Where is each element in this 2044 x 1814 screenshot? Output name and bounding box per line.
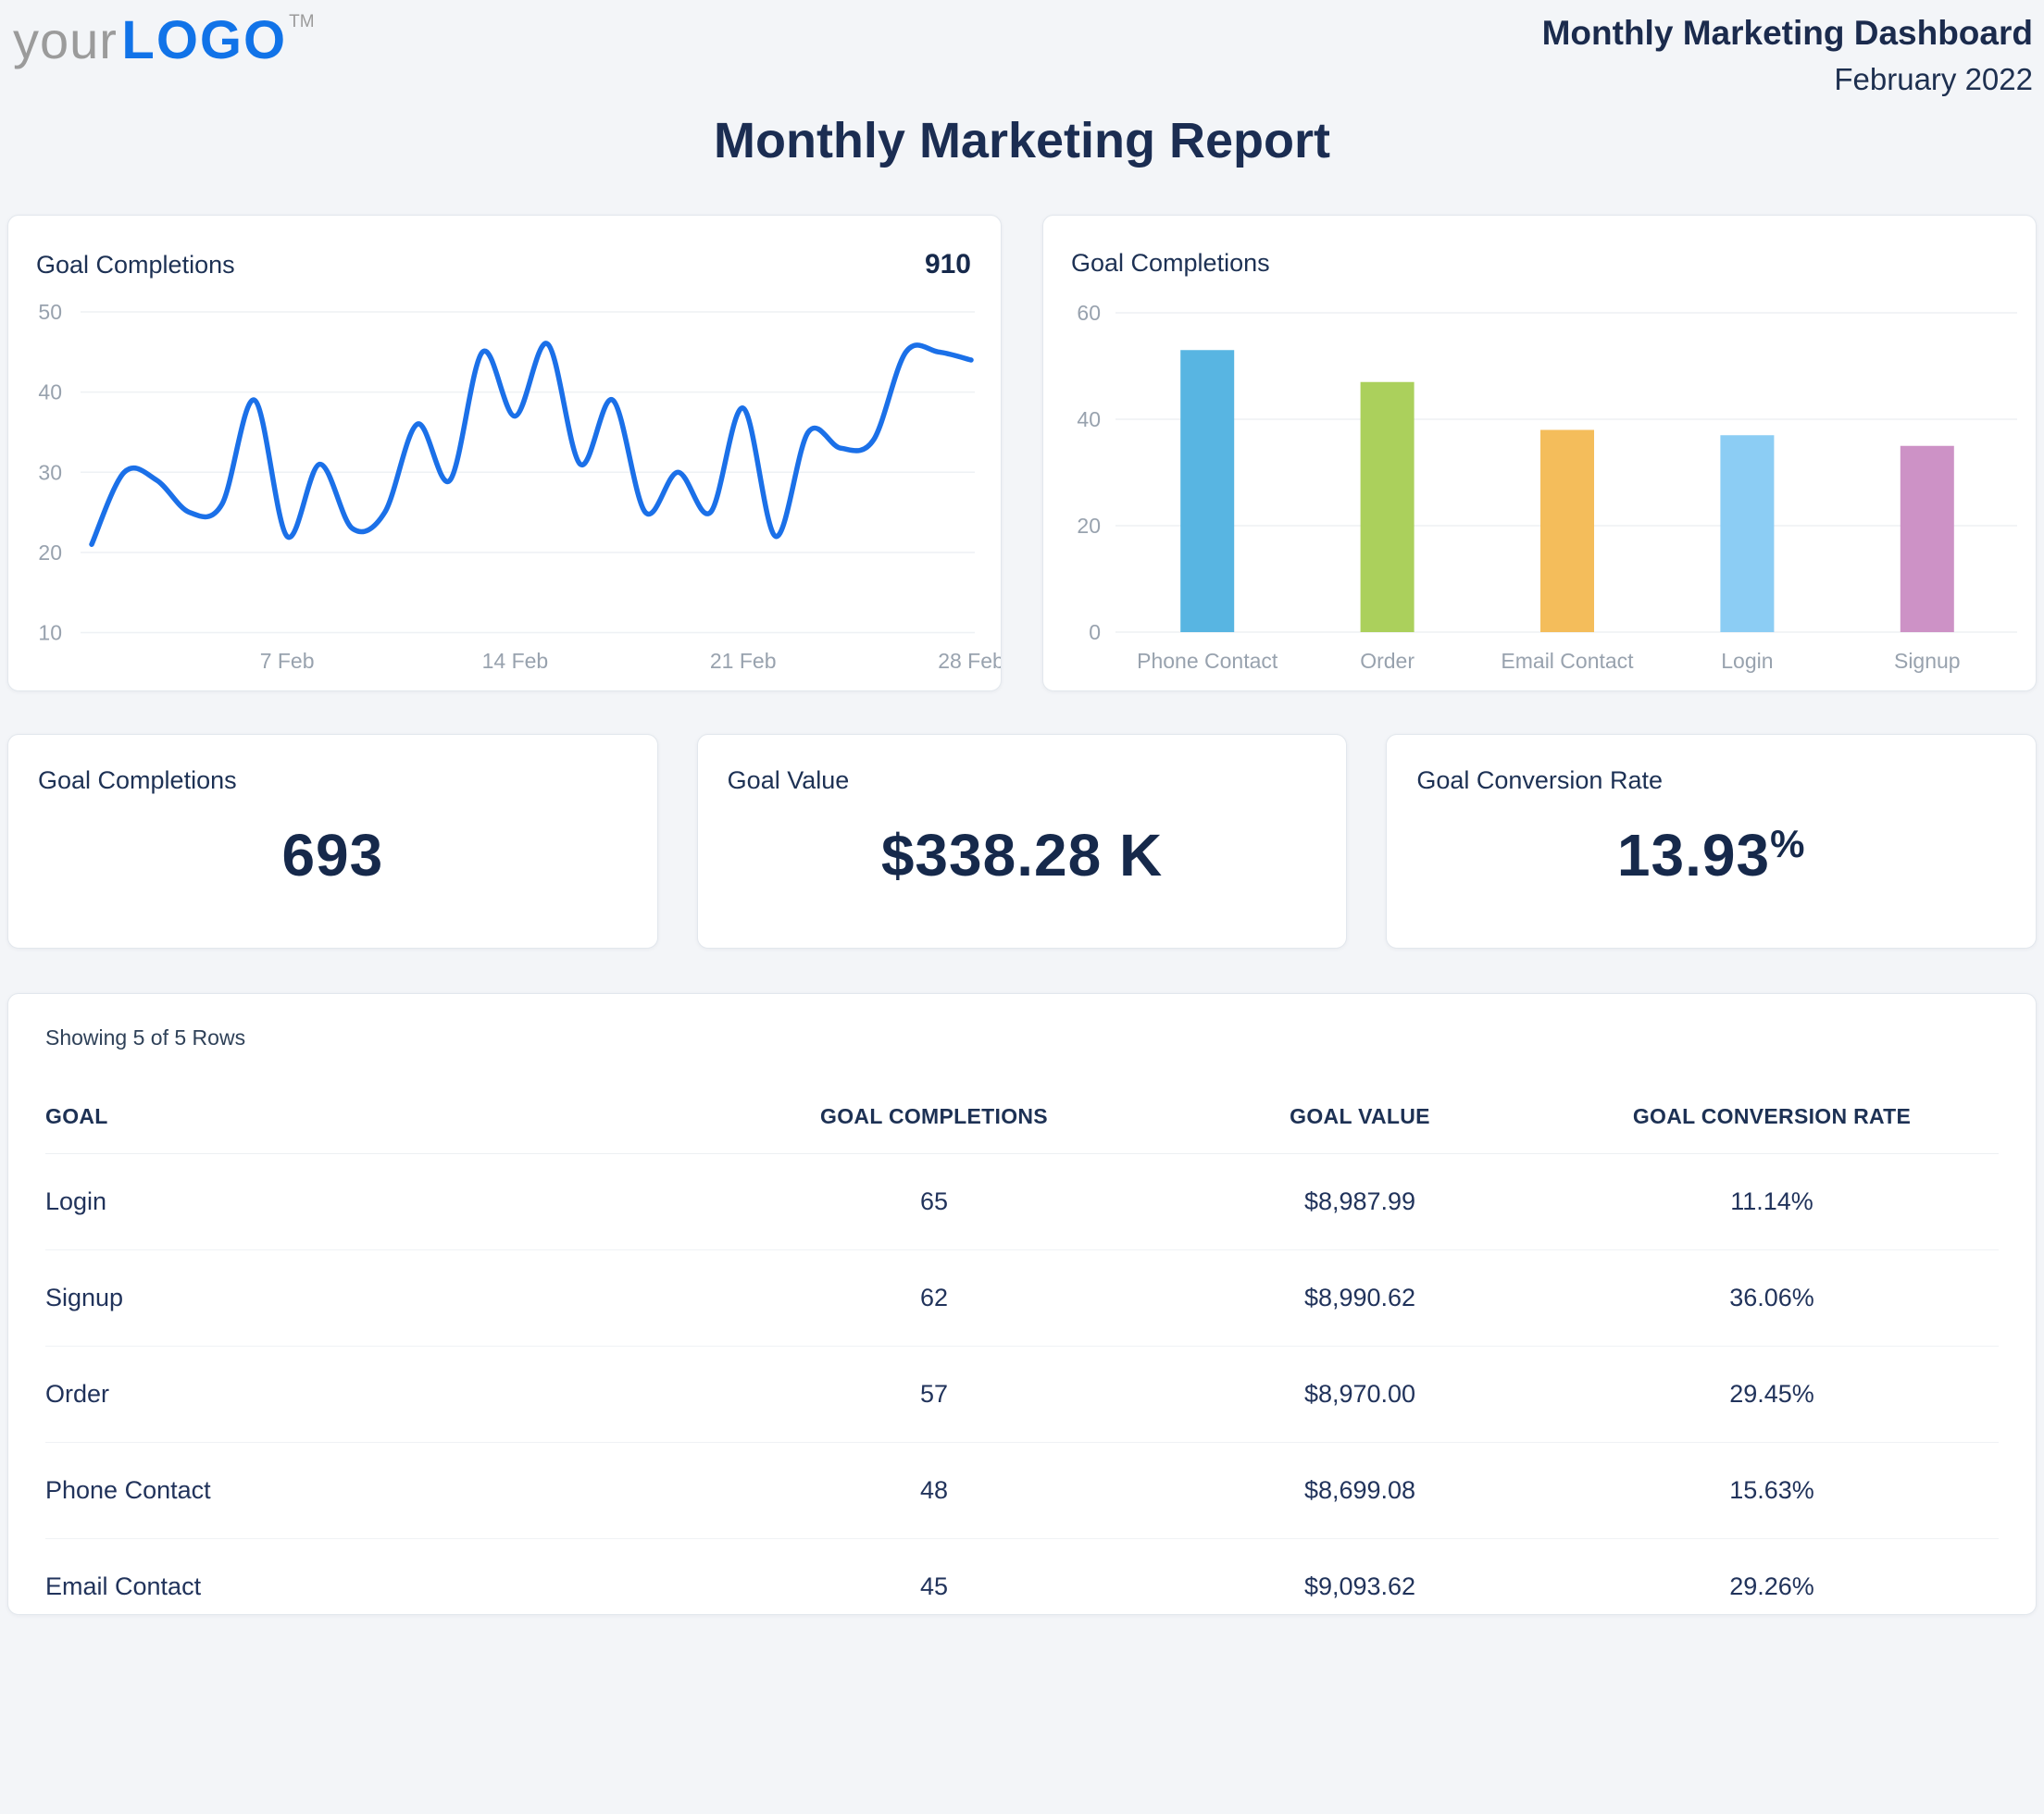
completions-cell: 48 [693, 1442, 1175, 1539]
kpi-goal-completions: Goal Completions 693 [7, 734, 658, 949]
completions-cell: 65 [693, 1153, 1175, 1250]
value-cell: $8,987.99 [1175, 1153, 1545, 1250]
bar-card-header: Goal Completions [1043, 216, 2036, 278]
table-row: Signup 62 $8,990.62 36.06% [45, 1249, 1999, 1347]
column-header-goal-conversion-rate: GOAL CONVERSION RATE [1545, 1091, 1999, 1154]
value-cell: $8,990.62 [1175, 1249, 1545, 1347]
column-header-goal-completions: GOAL COMPLETIONS [693, 1091, 1175, 1154]
table-row-count: Showing 5 of 5 Rows [45, 1025, 246, 1050]
svg-text:50: 50 [38, 300, 62, 324]
bar-chart-title: Goal Completions [1071, 249, 1270, 277]
svg-text:Signup: Signup [1894, 649, 1961, 673]
svg-text:Phone Contact: Phone Contact [1137, 649, 1278, 673]
goal-cell: Order [45, 1346, 693, 1443]
header: your LOGO TM Monthly Marketing Dashboard … [7, 0, 2037, 102]
logo-main: LOGO [121, 10, 288, 70]
conversion-cell: 36.06% [1545, 1249, 1999, 1347]
value-cell: $9,093.62 [1303, 1572, 1416, 1600]
logo-prefix: your [13, 11, 118, 69]
svg-text:Login: Login [1721, 649, 1773, 673]
dashboard-page: your LOGO TM Monthly Marketing Dashboard … [7, 0, 2038, 1615]
conversion-cell: 11.14% [1545, 1153, 1999, 1250]
logo-trademark: TM [289, 12, 315, 31]
table-header-row: GOAL GOAL COMPLETIONS GOAL VALUE GOAL CO… [45, 1091, 1999, 1154]
svg-text:20: 20 [1077, 514, 1101, 538]
header-meta: Monthly Marketing Dashboard February 202… [1542, 13, 2033, 100]
dashboard-period: February 2022 [1834, 62, 2033, 96]
kpi-label: Goal Completions [38, 766, 237, 794]
goal-cell: Phone Contact [45, 1442, 693, 1539]
svg-text:Email Contact: Email Contact [1501, 649, 1634, 673]
page-title: Monthly Marketing Report [713, 113, 1330, 168]
column-header-goal: GOAL [45, 1091, 693, 1154]
completions-cell: 45 [919, 1572, 949, 1600]
goals-table: GOAL GOAL COMPLETIONS GOAL VALUE GOAL CO… [45, 1091, 1999, 1615]
kpi-value: 693 [38, 821, 628, 889]
kpi-label: Goal Conversion Rate [1416, 766, 1663, 794]
completions-cell: 57 [693, 1346, 1175, 1443]
svg-text:7 Feb: 7 Feb [260, 649, 315, 673]
conversion-cell: 29.26% [1729, 1572, 1814, 1600]
svg-text:60: 60 [1077, 301, 1101, 325]
kpi-row: Goal Completions 693 Goal Value $338.28 … [7, 734, 2038, 949]
charts-row: Goal Completions 910 10 20 30 40 50 7 Feb 14 F… [7, 215, 2037, 691]
goals-table-card: Showing 5 of 5 Rows GOAL GOAL COMPLETION… [7, 993, 2037, 1615]
svg-text:40: 40 [1077, 407, 1101, 431]
goal-completions-bar-chart: 0 20 40 60 Phone Contact Order Email Contact Lo… [1077, 301, 2017, 673]
table-row: Login 65 $8,987.99 11.14% [45, 1153, 1999, 1250]
line-card-header: Goal Completions 910 [8, 216, 1001, 280]
kpi-label: Goal Value [727, 766, 850, 794]
svg-text:10: 10 [38, 621, 62, 645]
column-header-goal-value: GOAL VALUE [1175, 1091, 1545, 1154]
completions-cell: 62 [693, 1249, 1175, 1347]
kpi-number: $338.28 K [880, 822, 1164, 888]
company-logo: your LOGO TM [13, 13, 315, 68]
table-row: Phone Contact 48 $8,699.08 15.63% [45, 1442, 1999, 1539]
kpi-number: 693 [281, 822, 384, 888]
line-chart-total: 910 [924, 249, 971, 280]
svg-text:20: 20 [38, 540, 62, 565]
kpi-value: $338.28 K [728, 821, 1317, 889]
svg-text:30: 30 [38, 460, 62, 484]
goal-completions-line-chart: 10 20 30 40 50 7 Feb 14 Feb 21 Feb 28 Feb [38, 300, 1002, 673]
value-cell: $8,699.08 [1175, 1442, 1545, 1539]
svg-text:14 Feb: 14 Feb [482, 649, 549, 673]
svg-text:0: 0 [1089, 620, 1101, 644]
kpi-goal-conversion-rate: Goal Conversion Rate 13.93% [1386, 734, 2038, 949]
goal-completions-line-card: Goal Completions 910 10 20 30 40 50 7 Feb 14 F… [7, 215, 1002, 691]
svg-text:Order: Order [1360, 649, 1415, 673]
kpi-number: 13.93 [1616, 822, 1771, 888]
kpi-goal-value: Goal Value $338.28 K [696, 734, 1348, 949]
conversion-cell: 15.63% [1545, 1442, 1999, 1539]
value-cell: $8,970.00 [1175, 1346, 1545, 1443]
goal-cell: Signup [45, 1249, 693, 1347]
dashboard-title: Monthly Marketing Dashboard [1541, 14, 2033, 52]
goal-cell: Email Contact [45, 1572, 202, 1600]
goal-cell: Login [45, 1153, 693, 1250]
svg-text:40: 40 [38, 380, 62, 404]
svg-text:28 Feb: 28 Feb [938, 649, 1002, 673]
svg-text:21 Feb: 21 Feb [710, 649, 777, 673]
table-row: Order 57 $8,970.00 29.45% [45, 1346, 1999, 1443]
kpi-suffix: % [1770, 822, 1806, 865]
conversion-cell: 29.45% [1545, 1346, 1999, 1443]
table-row: Email Contact 45 $9,093.62 29.26% [45, 1539, 1999, 1615]
kpi-value: 13.93% [1416, 821, 2006, 889]
goal-completions-bar-card: Goal Completions 0 20 40 60 Phone Contact Ord… [1042, 215, 2037, 691]
line-chart-title: Goal Completions [36, 251, 235, 279]
